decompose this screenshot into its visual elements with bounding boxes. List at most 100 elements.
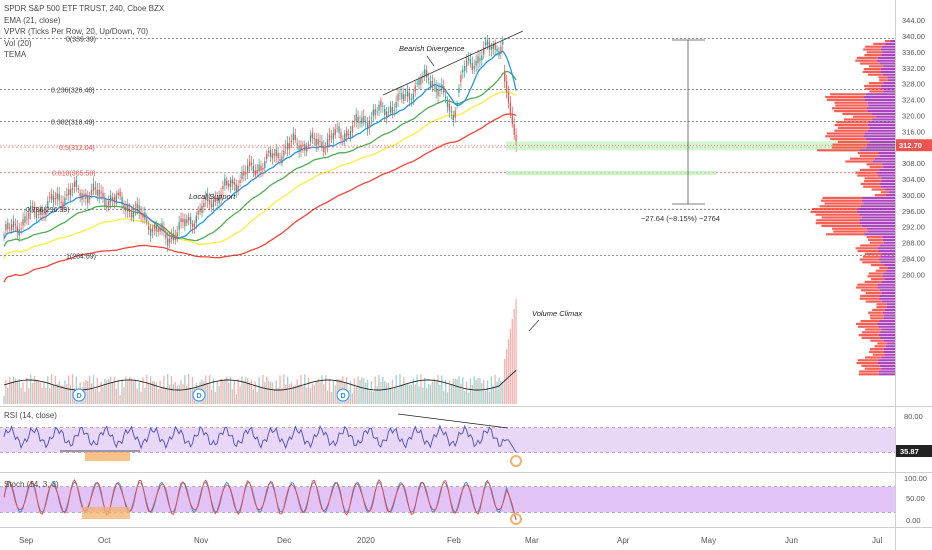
candle-body	[292, 133, 295, 141]
vpvr-row-up	[867, 101, 895, 104]
vpvr-row-up	[887, 79, 895, 82]
price-tick-label: 280.00	[902, 270, 925, 279]
candle-body	[58, 193, 60, 201]
dividend-marker-label[interactable]: D	[341, 393, 346, 400]
price-tick-label: 296.00	[902, 207, 925, 216]
volume-bar	[359, 380, 361, 404]
candle-body	[446, 101, 449, 107]
candle-body	[347, 133, 350, 135]
candle-body	[210, 204, 213, 208]
candle-body	[235, 184, 237, 192]
volume-bar	[309, 388, 312, 404]
volume-bar	[178, 385, 180, 404]
candle-body	[159, 227, 161, 232]
candle-body	[399, 93, 401, 95]
vpvr-row-down	[871, 278, 885, 281]
candle-body	[182, 218, 184, 223]
vpvr-row-up	[874, 157, 895, 160]
volume-bar	[121, 379, 123, 404]
volume-bar	[306, 387, 308, 404]
candle-body	[315, 138, 317, 146]
candle-body	[121, 196, 123, 204]
candle-body	[52, 195, 55, 203]
stoch-band	[0, 486, 895, 513]
candle-body	[90, 189, 93, 195]
volume-bar	[387, 382, 390, 404]
ema-indicator-label[interactable]: EMA (21, close)	[4, 15, 61, 25]
vpvr-row-up	[881, 280, 895, 283]
vpvr-row-down	[868, 238, 883, 241]
vpvr-row-down	[866, 163, 883, 166]
dividend-marker[interactable]	[72, 388, 86, 402]
candle-body	[422, 75, 424, 77]
volume-bar	[498, 377, 500, 404]
volume-bar	[14, 378, 17, 404]
vpvr-row-down	[864, 252, 882, 255]
vpvr-row-down	[838, 126, 870, 129]
candle-body	[250, 162, 253, 165]
candle-body	[290, 140, 293, 143]
candle-body	[433, 84, 435, 86]
volume-bar	[483, 379, 485, 404]
volume-bar	[264, 382, 266, 404]
dividend-marker-label[interactable]: D	[77, 393, 82, 400]
candle-body	[401, 93, 403, 99]
price-tick-label: 320.00	[902, 111, 925, 120]
vpvr-row-down	[858, 325, 879, 328]
vpvr-row-up	[882, 238, 895, 241]
candle-body	[281, 156, 283, 164]
volume-bar	[151, 380, 154, 404]
vpvr-row-up	[857, 210, 895, 213]
vpvr-row-down	[836, 121, 869, 124]
vpvr-row-up	[881, 87, 895, 90]
volume-bar	[119, 395, 121, 404]
volume-bar	[488, 391, 491, 404]
volume-bar	[414, 384, 416, 404]
candle-body	[49, 197, 51, 199]
vpvr-row-down	[864, 84, 882, 87]
ma-100-line	[3, 91, 517, 259]
rsi-label[interactable]: RSI (14, close)	[4, 411, 57, 420]
dividend-marker-label[interactable]: D	[197, 393, 202, 400]
vpvr-row-down	[865, 45, 882, 48]
volume-bar	[380, 381, 382, 404]
candle-body	[43, 213, 45, 215]
volume-bar	[481, 383, 483, 404]
candle-body	[71, 188, 74, 190]
candle-body	[479, 58, 481, 61]
candle-body	[330, 136, 333, 138]
candle-body	[420, 77, 422, 85]
symbol-title[interactable]: SPDR S&P 500 ETF TRUST, 240, Cboe BZX	[4, 4, 165, 13]
vpvr-row-up	[863, 135, 895, 138]
vpvr-row-up	[859, 213, 895, 216]
volume-indicator-label[interactable]: Vol (20)	[4, 38, 32, 48]
volume-bar	[37, 380, 39, 404]
candle-body	[256, 170, 258, 173]
volume-bar	[509, 329, 512, 404]
dividend-marker[interactable]	[192, 388, 206, 402]
volume-bar	[319, 381, 321, 404]
tema-indicator-label[interactable]: TEMA	[4, 50, 27, 59]
vpvr-row-up	[863, 96, 895, 99]
vpvr-row-down	[842, 112, 872, 115]
vpvr-row-down	[826, 98, 865, 101]
candle-body	[481, 55, 483, 61]
volume-bar	[275, 380, 277, 404]
vpvr-indicator-label[interactable]: VPVR (Ticks Per Row, 20, Up/Down, 70)	[4, 27, 149, 36]
vpvr-row-down	[820, 199, 862, 202]
candle-body	[384, 108, 386, 115]
candle-body	[321, 141, 323, 149]
candle-body	[35, 211, 38, 218]
dividend-marker[interactable]	[336, 388, 350, 402]
candle-body	[328, 134, 331, 141]
vpvr-row-up	[882, 311, 895, 314]
volume-bar	[163, 375, 165, 404]
candle-body	[123, 205, 125, 208]
vpvr-row-up	[887, 266, 895, 269]
stoch-label[interactable]: Stoch (14, 3, 3)	[4, 480, 59, 489]
candle-body	[140, 212, 142, 216]
volume-bar	[479, 378, 481, 404]
vpvr-row-up	[877, 286, 895, 289]
